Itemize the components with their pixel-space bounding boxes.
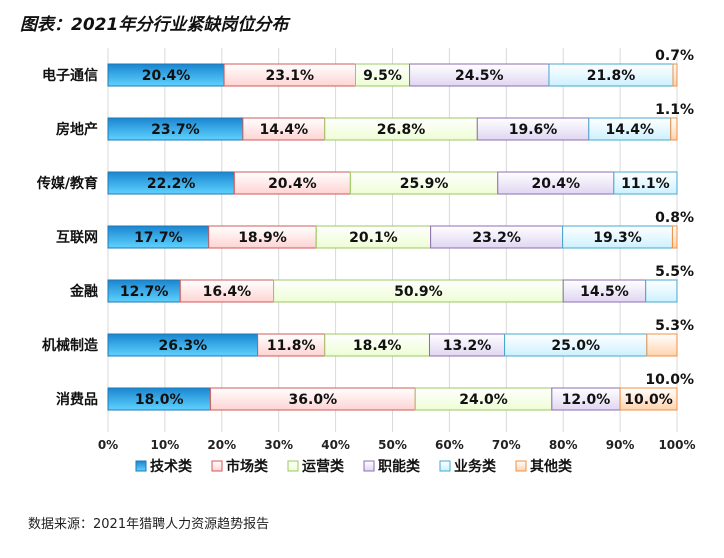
bar-segment-其他类 (671, 225, 678, 249)
data-label: 36.0% (289, 392, 338, 408)
legend-label: 职能类 (378, 458, 421, 475)
source-note: 数据来源：2021年猎聘人力资源趋势报告 (28, 517, 270, 532)
category-label: 金融 (69, 283, 98, 300)
data-label: 22.2% (147, 176, 196, 192)
category-label: 传媒/教育 (36, 175, 98, 192)
category-label: 消费品 (56, 391, 98, 408)
data-label: 24.5% (455, 68, 504, 84)
category-label: 互联网 (56, 230, 98, 246)
data-label: 20.1% (349, 230, 398, 246)
data-label: 16.4% (203, 284, 252, 300)
x-tick-label: 50% (378, 438, 407, 452)
data-label: 14.4% (260, 122, 309, 138)
legend-swatch (135, 460, 147, 472)
legend-label: 其他类 (530, 458, 573, 475)
data-label: 14.5% (580, 284, 629, 300)
bar-segment-其他类 (646, 333, 678, 357)
legend-swatch (363, 460, 375, 472)
legend-label: 运营类 (302, 458, 345, 475)
data-label: 14.4% (605, 122, 654, 138)
outside-data-label: 0.7% (655, 48, 694, 64)
x-tick-label: 30% (264, 438, 293, 452)
x-tick-label: 0% (98, 438, 118, 452)
data-label: 25.9% (400, 176, 449, 192)
data-label: 10.0% (624, 392, 673, 408)
data-label: 26.3% (159, 338, 208, 354)
data-label: 23.1% (266, 68, 315, 84)
bar-segment-其他类 (619, 387, 678, 411)
data-label: 11.8% (267, 338, 316, 354)
data-label: 20.4% (268, 176, 317, 192)
x-tick-label: 60% (435, 438, 464, 452)
legend-swatch (287, 460, 299, 472)
outside-data-label: 10.0% (645, 372, 694, 388)
data-label: 21.8% (587, 68, 636, 84)
data-label: 18.9% (238, 230, 287, 246)
data-label: 17.7% (134, 230, 183, 246)
data-label: 50.9% (394, 284, 443, 300)
data-label: 18.0% (135, 392, 184, 408)
data-label: 19.3% (593, 230, 642, 246)
legend-swatch (211, 460, 223, 472)
data-label: 9.5% (363, 68, 402, 84)
data-label: 11.1% (621, 176, 670, 192)
bar-segment-其他类 (670, 117, 678, 141)
data-label: 23.2% (472, 230, 521, 246)
data-label: 23.7% (151, 122, 200, 138)
data-label: 18.4% (353, 338, 402, 354)
outside-data-label: 5.3% (655, 318, 694, 334)
x-tick-label: 80% (549, 438, 578, 452)
category-label: 房地产 (56, 121, 98, 138)
outside-data-label: 1.1% (655, 102, 694, 118)
x-tick-label: 20% (207, 438, 236, 452)
data-label: 24.0% (459, 392, 508, 408)
legend-swatch (515, 460, 527, 472)
bar-segment-其他类 (672, 63, 678, 87)
outside-data-label: 5.5% (655, 264, 694, 280)
x-tick-label: 40% (321, 438, 350, 452)
data-label: 26.8% (377, 122, 426, 138)
category-label: 机械制造 (42, 337, 98, 354)
data-label: 25.0% (551, 338, 600, 354)
bar-segment-业务类 (645, 279, 678, 303)
data-label: 19.6% (509, 122, 558, 138)
x-tick-label: 100% (658, 438, 695, 452)
data-label: 20.4% (532, 176, 581, 192)
bar-segment-业务类 (613, 171, 678, 195)
data-label: 12.0% (562, 392, 611, 408)
chart-title: 图表：2021年分行业紧缺岗位分布 (20, 15, 289, 35)
data-label: 20.4% (142, 68, 191, 84)
legend-label: 业务类 (454, 458, 497, 475)
outside-data-label: 0.8% (655, 210, 694, 226)
x-tick-label: 10% (151, 438, 180, 452)
legend-swatch (439, 460, 451, 472)
category-label: 电子通信 (42, 67, 98, 84)
legend-label: 市场类 (226, 458, 269, 475)
data-label: 12.7% (120, 284, 169, 300)
x-tick-label: 90% (606, 438, 635, 452)
x-tick-label: 70% (492, 438, 521, 452)
legend-label: 技术类 (150, 458, 193, 475)
data-label: 13.2% (443, 338, 492, 354)
